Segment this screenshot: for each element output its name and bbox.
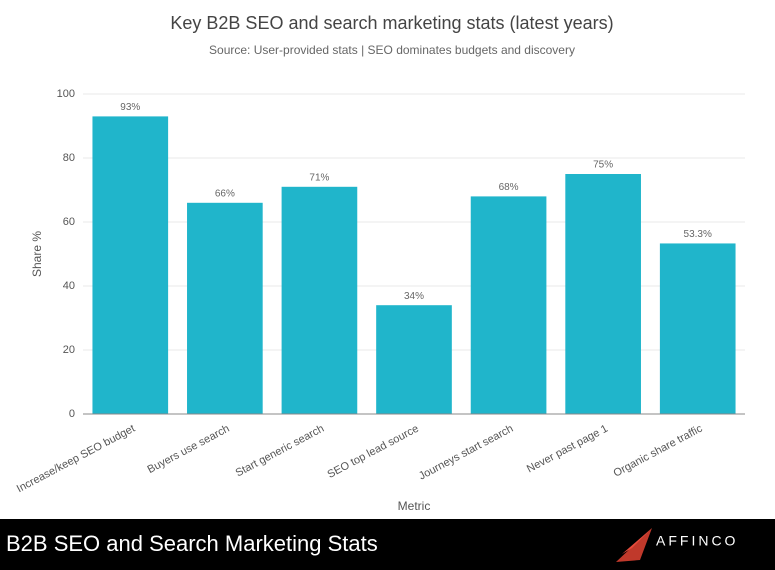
y-tick-label: 40 bbox=[63, 280, 75, 292]
value-label: 75% bbox=[593, 160, 613, 171]
value-label: 71% bbox=[309, 172, 329, 183]
value-label: 53.3% bbox=[684, 229, 712, 240]
brand-name: AFFINCO bbox=[656, 533, 738, 549]
bar bbox=[92, 116, 169, 415]
y-tick-label: 60 bbox=[63, 216, 75, 228]
value-label: 66% bbox=[215, 188, 235, 199]
y-tick-label: 0 bbox=[69, 408, 75, 420]
footer-bar bbox=[0, 519, 775, 570]
chart-title: Key B2B SEO and search marketing stats (… bbox=[170, 13, 613, 33]
bar bbox=[470, 196, 547, 414]
value-label: 34% bbox=[404, 291, 424, 302]
bar bbox=[659, 243, 736, 414]
brand-logo bbox=[616, 528, 652, 562]
chart-subtitle: Source: User-provided stats | SEO domina… bbox=[209, 43, 575, 57]
x-axis-label: Metric bbox=[398, 499, 431, 513]
footer-title: B2B SEO and Search Marketing Stats bbox=[6, 531, 378, 556]
y-tick-label: 20 bbox=[63, 344, 75, 356]
y-tick-label: 80 bbox=[63, 152, 75, 164]
bar bbox=[187, 202, 263, 414]
value-label: 93% bbox=[120, 102, 140, 113]
y-axis-label: Share % bbox=[30, 231, 44, 277]
y-tick-label: 100 bbox=[57, 88, 75, 100]
bar bbox=[376, 305, 452, 414]
bar bbox=[281, 186, 358, 414]
value-label: 68% bbox=[499, 182, 519, 193]
bar bbox=[565, 174, 641, 414]
